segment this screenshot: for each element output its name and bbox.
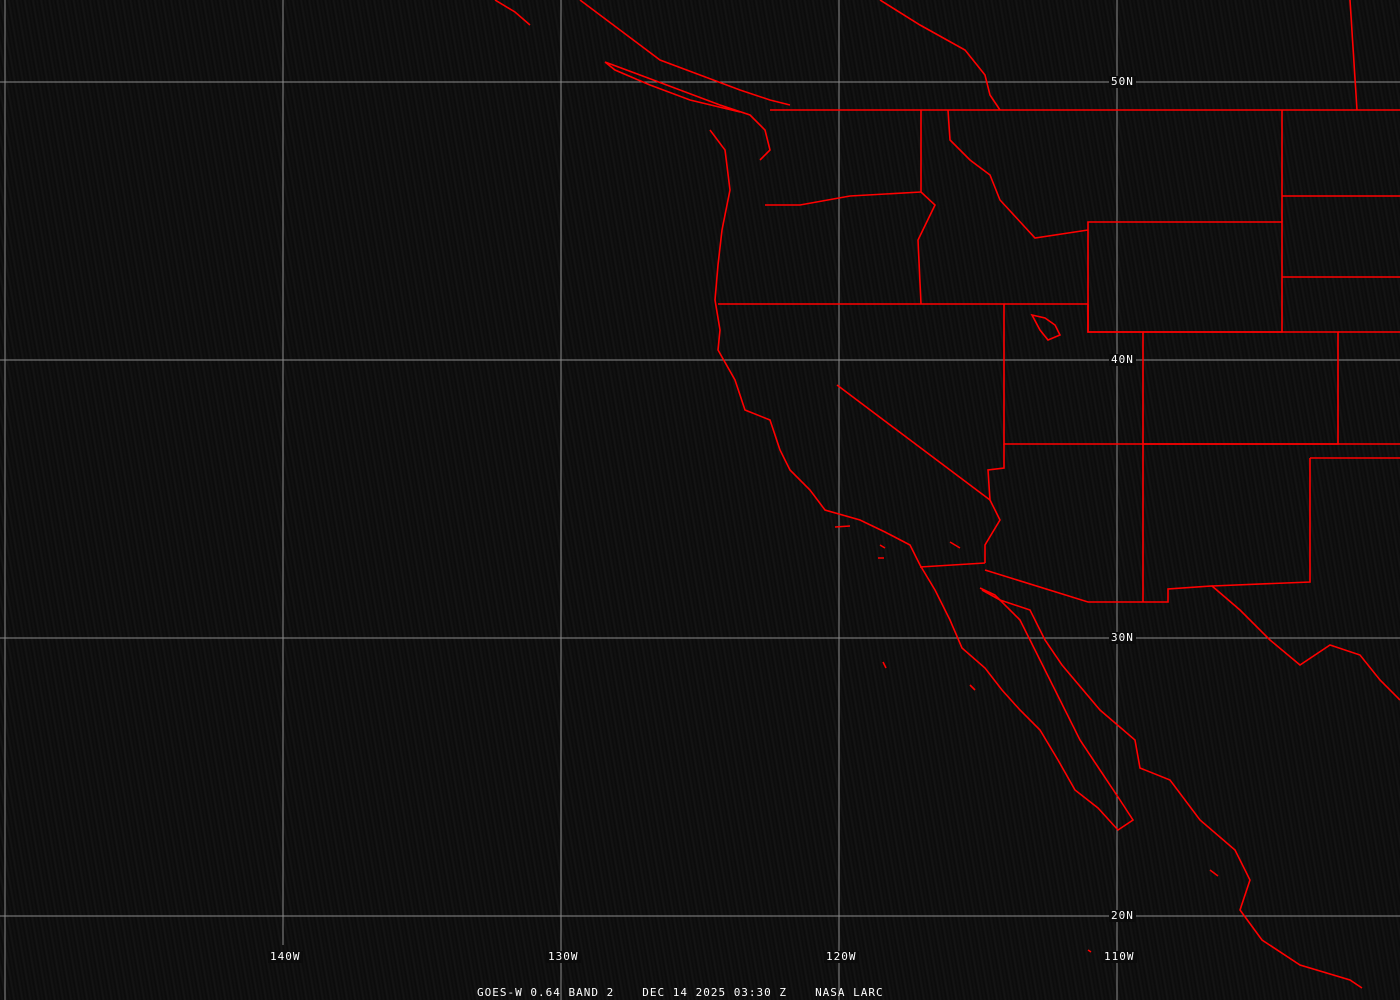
lat-label-20n: 20N [1109, 909, 1136, 922]
coastlines-and-borders [494, 0, 1400, 989]
lon-label-130w: 130W [546, 950, 581, 963]
great-salt-lake [1030, 313, 1062, 341]
caption-datetime: DEC 14 2025 03:30 Z [642, 986, 788, 999]
lat-label-50n: 50N [1109, 75, 1136, 88]
vancouver-island [604, 61, 771, 161]
ut-box [1003, 304, 1144, 445]
bc-coast [494, 0, 791, 106]
lon-label-140w: 140W [268, 950, 303, 963]
ca-nv-border [836, 384, 991, 501]
mexico-mainland-coast [981, 589, 1363, 989]
bc-interior-coast [879, 0, 1001, 111]
wa-or-border [765, 191, 922, 206]
caption-satellite: GOES-W 0.64 BAND 2 [477, 986, 615, 999]
wa-id-border [917, 110, 936, 305]
nv-az-border [984, 444, 1005, 563]
caption-source: NASA LARC [815, 986, 884, 999]
id-mt-border [947, 109, 1089, 239]
lat-label-30n: 30N [1109, 631, 1136, 644]
islands [834, 525, 1219, 953]
lon-label-110w: 110W [1102, 950, 1137, 963]
west-coast [709, 129, 1135, 832]
mt-dakotas-borders [1281, 0, 1400, 333]
co-box [1143, 331, 1339, 445]
image-caption: GOES-W 0.64 BAND 2 DEC 14 2025 03:30 Z NAS… [477, 986, 912, 999]
lon-label-120w: 120W [824, 950, 859, 963]
lat-label-40n: 40N [1109, 353, 1136, 366]
ca-mexico-border [919, 562, 986, 568]
nm-borders [1143, 443, 1400, 587]
us-mexico-border [984, 569, 1400, 701]
